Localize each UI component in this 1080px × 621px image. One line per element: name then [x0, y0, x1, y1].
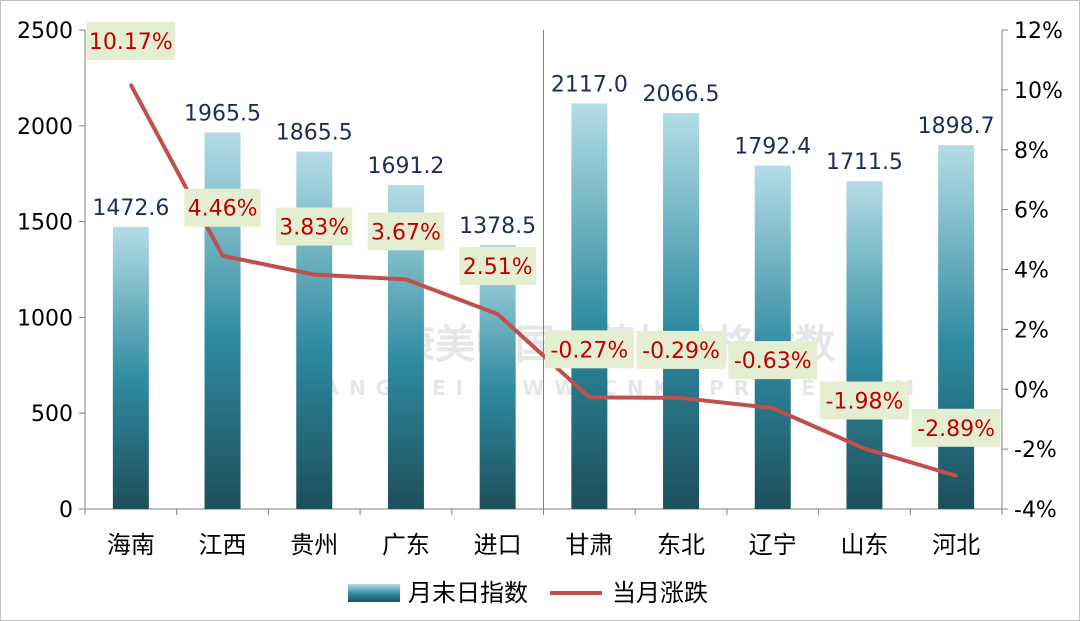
bar-value-label: 1472.6 [92, 196, 169, 221]
category-label: 贵州 [290, 531, 338, 559]
pct-value-label: -1.98% [826, 390, 904, 415]
pct-label-box [459, 247, 536, 286]
pct-label-box [367, 212, 445, 251]
category-label: 海南 [107, 531, 155, 559]
pct-labels: 10.17% 4.46% 3.83% 3.67% 2.51% -0.27% -0.29% -0… [86, 21, 1001, 447]
left-tick-label: 1500 [17, 211, 73, 236]
line-point [587, 395, 591, 399]
left-tick-label: 1000 [17, 306, 73, 331]
line-point [771, 406, 775, 410]
bar-value-label: 2066.5 [643, 82, 720, 107]
pct-label-box [276, 207, 353, 246]
bar-value-label: 1711.5 [826, 150, 903, 175]
right-tick-label: -4% [1014, 498, 1057, 523]
line-point [496, 312, 500, 316]
line-point [954, 474, 958, 478]
change-line-path [129, 83, 957, 478]
pct-value-label: 2.51% [463, 255, 533, 280]
pct-label-group: -0.27% [544, 330, 634, 369]
bar [938, 145, 975, 509]
line-point [221, 254, 225, 258]
pct-label-box [86, 21, 176, 60]
legend: 月末日指数 当月涨跌 [348, 579, 708, 607]
change-line [129, 83, 958, 478]
right-tick-label: 4% [1014, 259, 1049, 284]
pct-label-box [636, 330, 726, 369]
pct-value-label: 4.46% [188, 197, 258, 222]
axes: 0 500 1000 1500 2000 2500 -4% -2% 0% 2% 4% 6% 8% 10% 1… [17, 19, 1063, 523]
left-tick-label: 500 [31, 402, 73, 427]
legend-bar-label: 月末日指数 [408, 579, 528, 607]
category-labels: 海南 江西 贵州 广东 进口 甘肃 东北 辽宁 山东 河北 [107, 531, 980, 559]
pct-label-box [728, 341, 818, 380]
bar [571, 103, 608, 509]
pct-value-label: -2.89% [917, 417, 995, 442]
bar-value-label: 1898.7 [918, 114, 995, 139]
line-point [404, 277, 408, 281]
pct-label-group: 4.46% [184, 188, 261, 227]
bar-value-label: 1965.5 [184, 101, 261, 126]
bar [754, 165, 791, 509]
pct-label-group: 3.67% [367, 212, 445, 251]
pct-label-group: -0.29% [636, 330, 726, 369]
legend-bar-swatch [348, 584, 400, 602]
bar-value-label: 2117.0 [551, 72, 628, 97]
line-point [129, 83, 133, 87]
pct-value-label: -0.27% [550, 338, 628, 363]
pct-label-box [911, 408, 1001, 447]
pct-value-label: -0.63% [734, 349, 812, 374]
pct-label-group: 3.83% [276, 207, 353, 246]
pct-value-label: 3.67% [371, 220, 441, 245]
pct-label-group: -2.89% [911, 408, 1001, 447]
bar [846, 181, 883, 509]
bar [296, 151, 333, 510]
category-label: 江西 [199, 531, 247, 559]
right-tick-label: 0% [1014, 378, 1049, 403]
right-tick-label: 10% [1014, 79, 1063, 104]
pct-label-box [819, 381, 909, 420]
bars [112, 103, 975, 510]
bar-value-label: 1792.4 [734, 135, 811, 160]
right-tick-label: 8% [1014, 139, 1049, 164]
legend-line-label: 当月涨跌 [612, 579, 708, 607]
category-label: 辽宁 [749, 531, 797, 559]
left-tick-label: 2500 [17, 19, 73, 44]
pct-value-label: 10.17% [89, 30, 173, 55]
category-label: 河北 [932, 531, 980, 559]
bar-value-label: 1378.5 [459, 214, 536, 239]
pct-label-group: -0.63% [728, 341, 818, 380]
category-label: 甘肃 [565, 531, 613, 559]
left-tick-label: 0 [59, 498, 73, 523]
line-point [312, 273, 316, 277]
category-label: 广东 [382, 531, 430, 559]
left-tick-label: 2000 [17, 115, 73, 140]
pct-value-label: -0.29% [642, 339, 720, 364]
pct-value-label: 3.83% [279, 216, 349, 241]
line-point [679, 396, 683, 400]
bar [112, 226, 149, 509]
line-point [862, 447, 866, 451]
right-tick-label: 2% [1014, 318, 1049, 343]
bar-value-label: 1865.5 [276, 121, 353, 146]
pct-label-group: 2.51% [459, 247, 536, 286]
pct-label-box [544, 330, 634, 369]
pct-label-box [184, 188, 261, 227]
right-tick-label: 12% [1014, 19, 1063, 44]
right-tick-label: 6% [1014, 199, 1049, 224]
pct-label-group: 10.17% [86, 21, 176, 60]
bar-value-label: 1691.2 [367, 154, 444, 179]
right-tick-label: -2% [1014, 438, 1057, 463]
category-label: 山东 [840, 531, 888, 559]
category-label: 东北 [657, 531, 705, 559]
bar [663, 113, 700, 510]
bar-labels: 1472.6 1965.5 1865.5 1691.2 1378.5 2117.0 2066… [92, 72, 994, 238]
bar [479, 244, 516, 509]
pct-label-group: -1.98% [819, 381, 909, 420]
category-label: 进口 [474, 531, 522, 559]
